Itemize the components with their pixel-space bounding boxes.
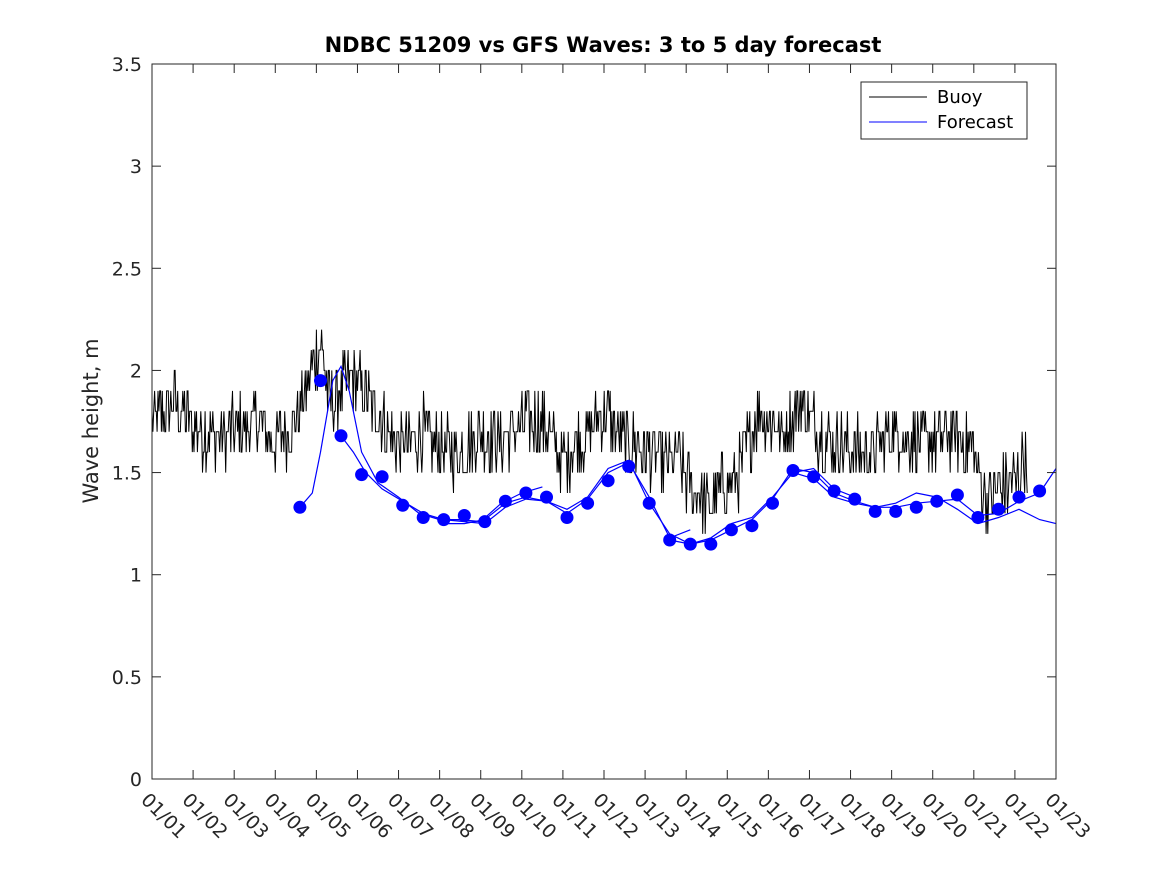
y-tick-label: 1.5 bbox=[112, 463, 142, 485]
x-tick-label: 01/18 bbox=[835, 789, 889, 843]
forecast-point bbox=[683, 537, 697, 551]
forecast-point bbox=[601, 474, 615, 488]
forecast-point bbox=[581, 496, 595, 510]
x-tick-label: 01/13 bbox=[630, 789, 684, 843]
forecast-point bbox=[724, 523, 738, 537]
forecast-point bbox=[889, 504, 903, 518]
forecast-markers bbox=[293, 374, 1047, 551]
forecast-series bbox=[299, 364, 1057, 545]
forecast-point bbox=[930, 494, 944, 508]
x-tick-label: 01/20 bbox=[917, 789, 971, 843]
forecast-point bbox=[971, 511, 985, 524]
forecast-point bbox=[1012, 490, 1026, 504]
x-tick-label: 01/17 bbox=[794, 789, 848, 843]
x-tick-label: 01/07 bbox=[383, 789, 437, 843]
y-tick-label: 3.5 bbox=[112, 54, 142, 76]
forecast-point bbox=[416, 511, 430, 524]
legend-box bbox=[860, 81, 1028, 140]
forecast-point bbox=[704, 537, 718, 551]
forecast-point bbox=[909, 500, 923, 514]
forecast-point bbox=[868, 504, 882, 518]
forecast-point bbox=[848, 492, 862, 506]
x-tick-label: 01/15 bbox=[712, 789, 766, 843]
forecast-point bbox=[1033, 484, 1047, 498]
forecast-point bbox=[786, 464, 800, 477]
legend-forecast-label: Forecast bbox=[937, 112, 1013, 133]
x-tick-label: 01/01 bbox=[136, 789, 190, 843]
x-tick-label: 01/14 bbox=[671, 789, 725, 843]
forecast-point bbox=[663, 533, 677, 547]
x-tick-label: 01/12 bbox=[588, 789, 642, 843]
forecast-point bbox=[540, 490, 553, 504]
x-tick-label: 01/19 bbox=[876, 789, 930, 843]
forecast-point bbox=[642, 496, 656, 510]
x-tick-label: 01/08 bbox=[424, 789, 478, 843]
x-tick-label: 01/23 bbox=[1040, 789, 1094, 843]
forecast-point bbox=[314, 374, 327, 388]
y-tick-label: 0 bbox=[130, 769, 142, 791]
x-tick-label: 01/10 bbox=[506, 789, 560, 843]
forecast-point bbox=[375, 470, 389, 484]
forecast-point bbox=[457, 509, 471, 522]
buoy-series bbox=[151, 329, 1028, 534]
forecast-point bbox=[766, 496, 779, 510]
forecast-line bbox=[299, 364, 543, 523]
forecast-point bbox=[293, 500, 307, 514]
x-axis-ticks: 01/0101/0201/0301/0401/0501/0601/0701/08… bbox=[136, 64, 1095, 843]
y-axis-ticks: 0 0.5 1 1.5 2 2.5 3 3.5 bbox=[112, 54, 1056, 791]
forecast-point bbox=[498, 494, 512, 508]
y-tick-label: 0.5 bbox=[112, 667, 142, 689]
forecast-point bbox=[519, 486, 533, 500]
y-tick-label: 1 bbox=[130, 565, 142, 587]
y-tick-label: 2.5 bbox=[112, 258, 142, 280]
forecast-point bbox=[827, 484, 841, 498]
forecast-point bbox=[560, 511, 574, 524]
x-tick-label: 01/16 bbox=[753, 789, 807, 843]
x-tick-label: 01/09 bbox=[465, 789, 519, 843]
forecast-point bbox=[396, 498, 410, 512]
x-tick-label: 01/04 bbox=[260, 789, 314, 843]
forecast-line bbox=[792, 472, 1057, 525]
forecast-point bbox=[745, 519, 759, 533]
x-tick-label: 01/06 bbox=[342, 789, 396, 843]
forecast-point bbox=[355, 468, 369, 482]
legend-buoy-label: Buoy bbox=[937, 87, 983, 108]
x-tick-label: 01/02 bbox=[178, 789, 232, 843]
x-tick-label: 01/22 bbox=[999, 789, 1053, 843]
forecast-line bbox=[340, 435, 691, 539]
x-tick-label: 01/03 bbox=[219, 789, 273, 843]
buoy-line bbox=[151, 329, 1028, 534]
forecast-point bbox=[622, 459, 636, 473]
x-tick-label: 01/11 bbox=[547, 789, 601, 843]
y-tick-label: 3 bbox=[130, 156, 142, 178]
forecast-point bbox=[992, 502, 1005, 516]
y-axis-label: Wave height, m bbox=[79, 338, 103, 503]
legend: Buoy Forecast bbox=[860, 81, 1028, 140]
forecast-point bbox=[334, 429, 348, 443]
forecast-point bbox=[950, 488, 964, 502]
forecast-point bbox=[437, 513, 451, 527]
forecast-point bbox=[478, 515, 492, 529]
y-tick-label: 2 bbox=[130, 360, 142, 382]
chart-title: NDBC 51209 vs GFS Waves: 3 to 5 day fore… bbox=[325, 33, 882, 57]
x-tick-label: 01/05 bbox=[301, 789, 355, 843]
x-tick-label: 01/21 bbox=[958, 789, 1012, 843]
forecast-point bbox=[807, 470, 821, 484]
